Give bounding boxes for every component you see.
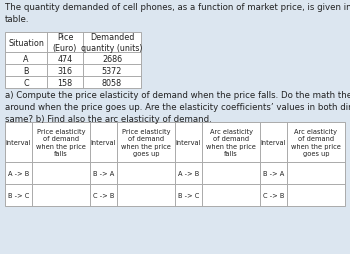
Text: The quantity demanded of cell phones, as a function of market price, is given in: The quantity demanded of cell phones, as… <box>5 3 350 24</box>
Bar <box>5 122 345 206</box>
Text: A -> B: A -> B <box>178 170 199 176</box>
Text: a) Compute the price elasticity of demand when the price falls. Do the math the : a) Compute the price elasticity of deman… <box>5 91 350 124</box>
Bar <box>289 164 343 182</box>
Text: Price elasticity
of demand
when the price
goes up: Price elasticity of demand when the pric… <box>121 129 171 156</box>
Text: Price elasticity
of demand
when the price
falls: Price elasticity of demand when the pric… <box>36 129 86 156</box>
Text: 2686: 2686 <box>102 54 122 63</box>
Bar <box>119 164 173 182</box>
Bar <box>204 164 258 182</box>
Bar <box>34 164 88 182</box>
Text: Arc elasticity
of demand
when the price
falls: Arc elasticity of demand when the price … <box>206 129 256 156</box>
Bar <box>119 186 173 204</box>
Text: 8058: 8058 <box>102 78 122 87</box>
Text: C -> B: C -> B <box>263 192 284 198</box>
Text: B -> C: B -> C <box>8 192 29 198</box>
Text: B -> A: B -> A <box>93 170 114 176</box>
Text: Interval: Interval <box>176 139 201 146</box>
Text: B -> C: B -> C <box>178 192 199 198</box>
Text: Demanded
quantity (units): Demanded quantity (units) <box>81 33 143 53</box>
Text: A: A <box>23 54 29 63</box>
Text: C: C <box>23 78 29 87</box>
Bar <box>34 186 88 204</box>
Text: Interval: Interval <box>6 139 31 146</box>
Bar <box>289 186 343 204</box>
Text: C -> B: C -> B <box>93 192 114 198</box>
Text: 158: 158 <box>57 78 72 87</box>
Text: B: B <box>23 66 29 75</box>
Text: Situation: Situation <box>8 38 44 47</box>
Bar <box>204 186 258 204</box>
Text: 316: 316 <box>57 66 72 75</box>
Text: Arc elasticity
of demand
when the price
goes up: Arc elasticity of demand when the price … <box>291 129 341 156</box>
Text: Pice
(Euro): Pice (Euro) <box>53 33 77 53</box>
Text: 474: 474 <box>57 54 72 63</box>
Text: Interval: Interval <box>261 139 286 146</box>
Text: B -> A: B -> A <box>263 170 284 176</box>
Text: A -> B: A -> B <box>8 170 29 176</box>
Text: Interval: Interval <box>91 139 116 146</box>
Text: 5372: 5372 <box>102 66 122 75</box>
Bar <box>5 33 141 89</box>
